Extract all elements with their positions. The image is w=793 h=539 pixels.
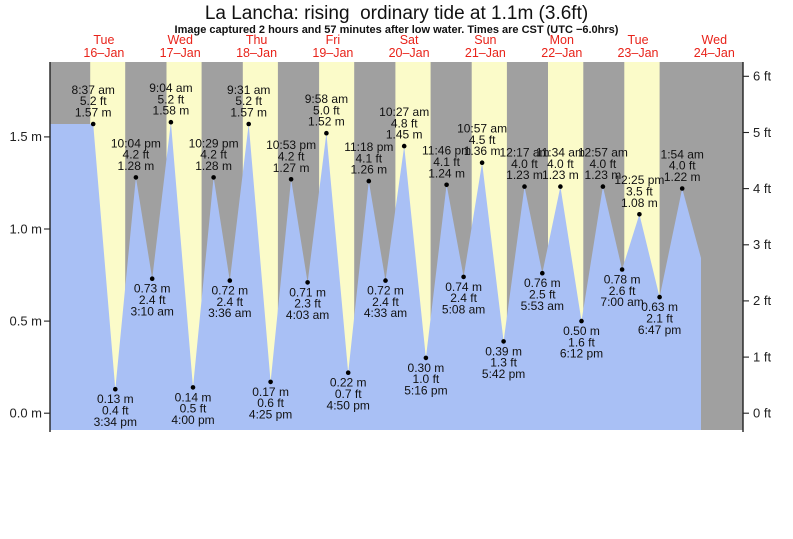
svg-text:6:12 pm: 6:12 pm xyxy=(560,347,603,361)
svg-text:7:00 am: 7:00 am xyxy=(600,295,643,309)
svg-text:4:00 pm: 4:00 pm xyxy=(171,413,214,427)
svg-text:2 ft: 2 ft xyxy=(753,293,771,308)
svg-text:4:25 pm: 4:25 pm xyxy=(249,408,292,422)
svg-text:1.28 m: 1.28 m xyxy=(195,159,232,173)
svg-text:5 ft: 5 ft xyxy=(753,125,771,140)
svg-text:1.45 m: 1.45 m xyxy=(386,128,423,142)
svg-text:1.26 m: 1.26 m xyxy=(350,163,387,177)
svg-text:3:34 pm: 3:34 pm xyxy=(94,415,137,429)
svg-text:3 ft: 3 ft xyxy=(753,237,771,252)
svg-text:6 ft: 6 ft xyxy=(753,69,771,84)
svg-text:1.24 m: 1.24 m xyxy=(428,166,465,180)
svg-text:4:03 am: 4:03 am xyxy=(286,308,329,322)
svg-text:1.57 m: 1.57 m xyxy=(75,106,112,120)
svg-text:1.08 m: 1.08 m xyxy=(621,196,658,210)
svg-text:0.0 m: 0.0 m xyxy=(9,406,42,421)
svg-text:3:36 am: 3:36 am xyxy=(208,306,251,320)
svg-text:0 ft: 0 ft xyxy=(753,406,771,421)
svg-text:3:10 am: 3:10 am xyxy=(131,304,174,318)
svg-text:4 ft: 4 ft xyxy=(753,181,771,196)
svg-text:5:42 pm: 5:42 pm xyxy=(482,367,525,381)
svg-text:1.36 m: 1.36 m xyxy=(464,144,501,158)
svg-text:1.23 m: 1.23 m xyxy=(506,168,543,182)
svg-text:4:50 pm: 4:50 pm xyxy=(327,398,370,412)
svg-text:0.5 m: 0.5 m xyxy=(9,313,42,328)
svg-text:1.28 m: 1.28 m xyxy=(118,159,155,173)
svg-text:4:33 am: 4:33 am xyxy=(364,306,407,320)
svg-text:5:08 am: 5:08 am xyxy=(442,303,485,317)
svg-text:1.27 m: 1.27 m xyxy=(273,161,310,175)
svg-text:1.23 m: 1.23 m xyxy=(542,168,579,182)
svg-text:1.5 m: 1.5 m xyxy=(9,129,42,144)
svg-text:1.0 m: 1.0 m xyxy=(9,221,42,236)
svg-text:1.57 m: 1.57 m xyxy=(230,106,267,120)
svg-text:5:16 pm: 5:16 pm xyxy=(404,384,447,398)
svg-text:1.22 m: 1.22 m xyxy=(664,170,701,184)
svg-text:5:53 am: 5:53 am xyxy=(521,299,564,313)
svg-text:1.52 m: 1.52 m xyxy=(308,115,345,129)
svg-text:1 ft: 1 ft xyxy=(753,349,771,364)
svg-text:6:47 pm: 6:47 pm xyxy=(638,323,681,337)
svg-text:1.58 m: 1.58 m xyxy=(153,104,190,118)
